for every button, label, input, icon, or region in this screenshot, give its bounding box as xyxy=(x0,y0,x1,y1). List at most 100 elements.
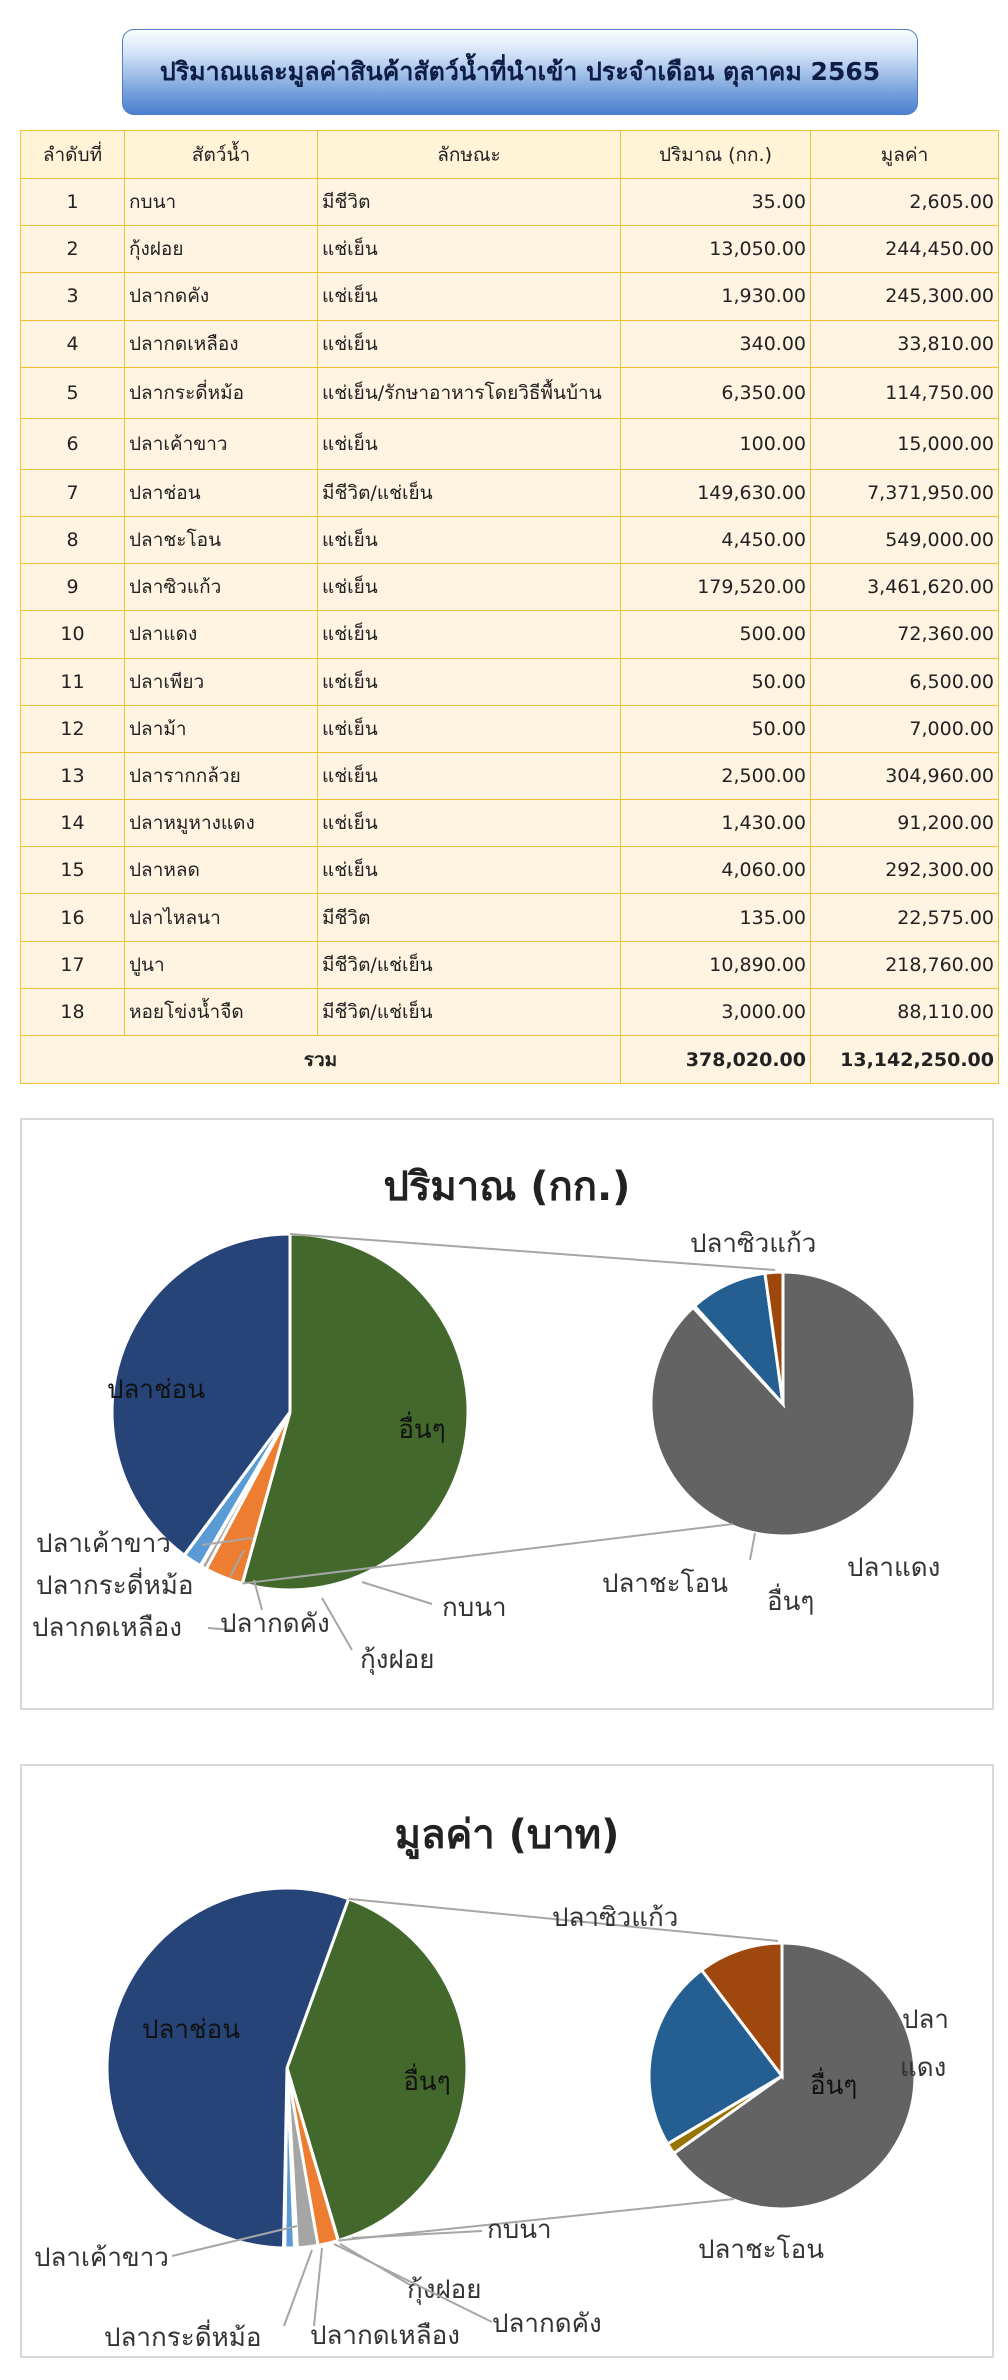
cell-quantity: 1,430.00 xyxy=(620,799,811,848)
slice-label: ปลากดคัง xyxy=(220,1609,330,1639)
cell-type: แช่เย็น xyxy=(317,272,621,321)
cell-species: ปลาม้า xyxy=(124,704,318,753)
cell-value: 245,300.00 xyxy=(810,272,999,321)
cell-species: ปลาเค้าขาว xyxy=(124,417,318,470)
total-label: รวม xyxy=(20,1035,621,1084)
leader-line xyxy=(313,2247,323,2327)
header-quantity: ปริมาณ (กก.) xyxy=(620,130,811,179)
cell-value: 218,760.00 xyxy=(810,940,999,989)
cell-rank: 16 xyxy=(20,893,125,942)
value-main-slice xyxy=(105,1886,351,2250)
value-secondary-slice xyxy=(699,1941,784,2081)
table-row: 17 ปูนา มีชีวิต/แช่เย็น 10,890.00 218,760.00 xyxy=(20,940,999,989)
leader-line xyxy=(283,2249,313,2327)
slice-label: ปลาแดง xyxy=(847,1553,940,1583)
table-row: 4 ปลากดเหลือง แช่เย็น 340.00 33,810.00 xyxy=(20,319,999,368)
table-header-row: ลำดับที่ สัตว์น้ำ ลักษณะ ปริมาณ (กก.) มู… xyxy=(20,130,999,179)
cell-species: ปลาหลด xyxy=(124,846,318,895)
table-row: 1 กบนา มีชีวิต 35.00 2,605.00 xyxy=(20,177,999,227)
table-row: 7 ปลาช่อน มีชีวิต/แช่เย็น 149,630.00 7,371,9… xyxy=(20,468,999,517)
cell-species: ปลาซิวแก้ว xyxy=(124,563,318,612)
cell-quantity: 4,060.00 xyxy=(620,846,811,895)
cell-type: แช่เย็น xyxy=(317,515,621,565)
cell-quantity: 3,000.00 xyxy=(620,987,811,1037)
cell-quantity: 35.00 xyxy=(620,177,811,227)
cell-type: แช่เย็น xyxy=(317,319,621,368)
cell-quantity: 149,630.00 xyxy=(620,468,811,517)
cell-rank: 8 xyxy=(20,515,125,565)
cell-quantity: 1,930.00 xyxy=(620,272,811,321)
header-species: สัตว์น้ำ xyxy=(124,130,318,179)
slice-label: ปลากดเหลือง xyxy=(310,2321,460,2351)
cell-quantity: 10,890.00 xyxy=(620,940,811,989)
leader-line xyxy=(229,1549,245,1578)
slice-label: ปลาซิวแก้ว xyxy=(690,1229,816,1259)
cell-species: ปลากดเหลือง xyxy=(124,319,318,368)
cell-quantity: 135.00 xyxy=(620,893,811,942)
value-chart: มูลค่า (บาท) ปลาช่อน อื่นๆ กบนา กุ้งฝอย ปลากด… xyxy=(20,1764,994,2358)
connector-line xyxy=(289,1233,776,1271)
slice-label: ปลาช่อน xyxy=(107,1375,205,1405)
cell-value: 114,750.00 xyxy=(810,366,999,419)
value-main-slice xyxy=(285,1896,469,2243)
quantity-main-slice xyxy=(240,1232,470,1592)
cell-type: มีชีวิต xyxy=(317,893,621,942)
slice-label: ปลาซิวแก้ว xyxy=(552,1903,678,1933)
cell-type: มีชีวิต/แช่เย็น xyxy=(317,940,621,989)
chart-title: ปริมาณ (กก.) xyxy=(384,1164,631,1210)
slice-label: ปลากระดี่หม้อ xyxy=(36,1567,194,1601)
cell-quantity: 4,450.00 xyxy=(620,515,811,565)
cell-rank: 17 xyxy=(20,940,125,989)
slice-label: อื่นๆ xyxy=(810,2067,857,2101)
cell-rank: 1 xyxy=(20,177,125,227)
cell-value: 292,300.00 xyxy=(810,846,999,895)
table-row: 15 ปลาหลด แช่เย็น 4,060.00 292,300.00 xyxy=(20,846,999,895)
value-secondary-slice xyxy=(671,1941,917,2211)
table-row: 18 หอยโข่งน้ำจืด มีชีวิต/แช่เย็น 3,000.00 88… xyxy=(20,987,999,1037)
cell-rank: 10 xyxy=(20,610,125,659)
cell-quantity: 50.00 xyxy=(620,657,811,706)
cell-value: 15,000.00 xyxy=(810,417,999,470)
cell-value: 7,371,950.00 xyxy=(810,468,999,517)
cell-type: แช่เย็น xyxy=(317,704,621,753)
quantity-chart: ปริมาณ (กก.) ปลาช่อน อื่นๆ ปลาเค้าขาว ปลากระ… xyxy=(20,1118,994,1710)
cell-species: กบนา xyxy=(124,177,318,227)
slice-label: ปลากดเหลือง xyxy=(32,1613,182,1643)
leader-line xyxy=(253,1579,263,1611)
value-chart-svg: มูลค่า (บาท) ปลาช่อนอื่นๆกบนากุ้งฝอยปลากด… xyxy=(34,1812,949,2353)
cell-species: ปลากดคัง xyxy=(124,272,318,321)
cell-type: แช่เย็น xyxy=(317,225,621,274)
table-row: 6 ปลาเค้าขาว แช่เย็น 100.00 15,000.00 xyxy=(20,417,999,470)
value-secondary-slice xyxy=(647,1967,785,2146)
cell-value: 549,000.00 xyxy=(810,515,999,565)
slice-label: อื่นๆ xyxy=(767,1583,814,1617)
table-row: 13 ปลารากกล้วย แช่เย็น 2,500.00 304,960.00 xyxy=(20,751,999,801)
cell-value: 88,110.00 xyxy=(810,987,999,1037)
cell-rank: 2 xyxy=(20,225,125,274)
total-value: 13,142,250.00 xyxy=(810,1035,999,1084)
cell-type: แช่เย็น/รักษาอาหารโดยวิธีพื้นบ้าน xyxy=(317,366,621,419)
cell-rank: 18 xyxy=(20,987,125,1037)
slice-label: กบนา xyxy=(487,2215,552,2245)
cell-species: หอยโข่งน้ำจืด xyxy=(124,987,318,1037)
leader-line xyxy=(333,2243,493,2323)
cell-rank: 14 xyxy=(20,799,125,848)
leader-line xyxy=(201,1537,253,1546)
cell-value: 72,360.00 xyxy=(810,610,999,659)
cell-species: กุ้งฝอย xyxy=(124,225,318,274)
header-type: ลักษณะ xyxy=(317,130,621,179)
cell-value: 7,000.00 xyxy=(810,704,999,753)
cell-quantity: 13,050.00 xyxy=(620,225,811,274)
cell-species: ปูนา xyxy=(124,940,318,989)
cell-quantity: 100.00 xyxy=(620,417,811,470)
slice-label: กบนา xyxy=(442,1593,507,1623)
cell-rank: 4 xyxy=(20,319,125,368)
table-body: 1 กบนา มีชีวิต 35.00 2,605.00 2 กุ้งฝอย แช่เย็น… xyxy=(20,177,999,1084)
header-rank: ลำดับที่ xyxy=(20,130,125,179)
slice-label: ปลากระดี่หม้อ xyxy=(104,2319,262,2353)
table-row: 9 ปลาซิวแก้ว แช่เย็น 179,520.00 3,461,620.00 xyxy=(20,563,999,612)
leader-line xyxy=(361,1581,433,1605)
leader-line xyxy=(171,2225,298,2257)
cell-type: แช่เย็น xyxy=(317,417,621,470)
slice-label: อื่นๆ xyxy=(403,2063,450,2097)
